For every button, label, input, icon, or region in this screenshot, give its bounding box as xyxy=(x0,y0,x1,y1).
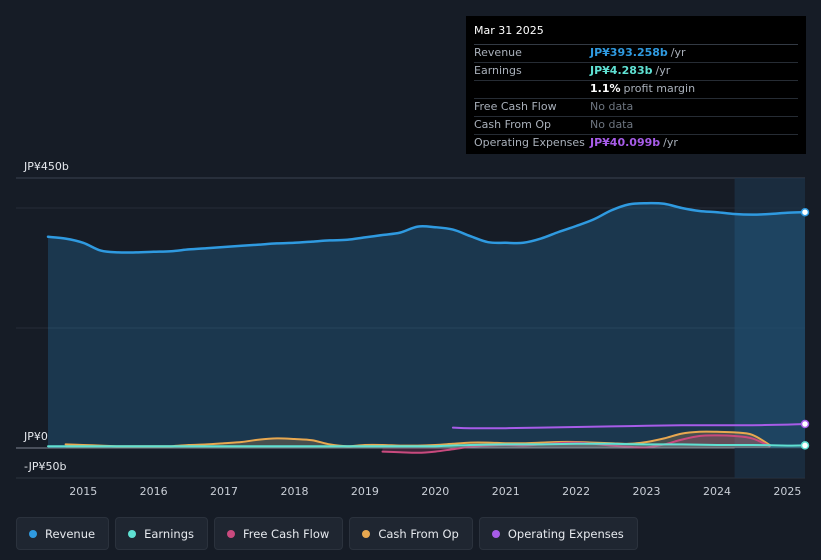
legend-label: Revenue xyxy=(45,526,96,541)
tooltip-row: Revenue JP¥393.258b/yr xyxy=(474,45,798,63)
tooltip-row: Earnings JP¥4.283b/yr xyxy=(474,63,798,81)
series-layer xyxy=(46,201,810,454)
data-tooltip: Mar 31 2025 Revenue JP¥393.258b/yr Earning… xyxy=(466,16,806,154)
legend-label: Free Cash Flow xyxy=(243,526,330,541)
tooltip-row-label xyxy=(474,81,590,98)
revenue-area xyxy=(48,203,805,448)
x-tick-label: 2017 xyxy=(210,485,238,498)
tooltip-row-value: No data xyxy=(590,118,634,131)
legend-item-earnings[interactable]: Earnings xyxy=(115,517,208,550)
free-cash-flow-line xyxy=(381,434,771,454)
tooltip-row: 1.1% profit margin xyxy=(474,81,798,99)
x-tick-label: 2019 xyxy=(351,485,379,498)
future-highlight-band xyxy=(734,178,805,478)
revenue-end-marker xyxy=(800,207,810,217)
earnings-end-marker xyxy=(800,441,810,450)
legend-dot-icon xyxy=(128,529,137,538)
legend-dot-icon xyxy=(362,529,371,538)
x-tick-label: 2015 xyxy=(69,485,97,498)
tooltip-row: Free Cash Flow No data xyxy=(474,99,798,117)
y-axis-label-bottom: -JP¥50b xyxy=(24,460,67,473)
legend-dot-icon xyxy=(491,529,500,538)
legend-item-free-cash-flow[interactable]: Free Cash Flow xyxy=(214,517,344,550)
tooltip-row-label: Revenue xyxy=(474,46,522,59)
tooltip-row-label: Free Cash Flow xyxy=(474,100,557,113)
legend-item-revenue[interactable]: Revenue xyxy=(16,517,110,550)
legend-label: Cash From Op xyxy=(378,526,459,541)
revenue-line xyxy=(46,201,807,254)
x-tick-label: 2016 xyxy=(140,485,168,498)
x-tick-label: 2021 xyxy=(492,485,520,498)
tooltip-row-value: No data xyxy=(590,100,634,113)
tooltip-row-value: JP¥393.258b/yr xyxy=(590,46,686,59)
tooltip-row-value: JP¥40.099b/yr xyxy=(590,136,678,149)
y-axis-label-zero: JP¥0 xyxy=(24,430,48,443)
tooltip-row: Cash From Op No data xyxy=(474,117,798,135)
x-tick-label: 2020 xyxy=(421,485,449,498)
legend-dot-icon xyxy=(29,529,37,538)
tooltip-date: Mar 31 2025 xyxy=(474,24,798,45)
x-tick-label: 2022 xyxy=(562,485,590,498)
tooltip-rows: Revenue JP¥393.258b/yr Earnings JP¥4.283b/y… xyxy=(474,45,798,152)
legend-item-cash-from-op[interactable]: Cash From Op xyxy=(349,517,473,550)
tooltip-row-value: 1.1% profit margin xyxy=(590,82,696,95)
operating-expenses-end-marker xyxy=(800,419,810,429)
x-tick-label: 2024 xyxy=(703,485,731,498)
earnings-line xyxy=(47,442,806,448)
x-tick-label: 2025 xyxy=(773,485,801,498)
legend-label: Operating Expenses xyxy=(507,526,624,541)
x-tick-label: 2018 xyxy=(280,485,308,498)
tooltip-row-label: Cash From Op xyxy=(474,118,552,131)
tooltip-row-value: JP¥4.283b/yr xyxy=(590,64,671,77)
chart-grid xyxy=(16,177,805,479)
x-axis-ticks: 2015 2016 2017 2018 2019 2020 2021 2022 2023 2024… xyxy=(69,485,801,498)
x-tick-label: 2023 xyxy=(633,485,661,498)
chart-legend: Revenue Earnings Free Cash Flow Cash From O… xyxy=(16,517,638,550)
tooltip-row-label: Earnings xyxy=(474,64,522,77)
legend-item-operating-expenses[interactable]: Operating Expenses xyxy=(478,517,638,550)
y-axis-label-top: JP¥450b xyxy=(24,160,69,173)
tooltip-row-label: Operating Expenses xyxy=(474,136,585,149)
operating-expenses-line xyxy=(451,423,806,430)
legend-label: Earnings xyxy=(144,526,194,541)
tooltip-row: Operating Expenses JP¥40.099b/yr xyxy=(474,135,798,152)
legend-dot-icon xyxy=(227,529,235,538)
